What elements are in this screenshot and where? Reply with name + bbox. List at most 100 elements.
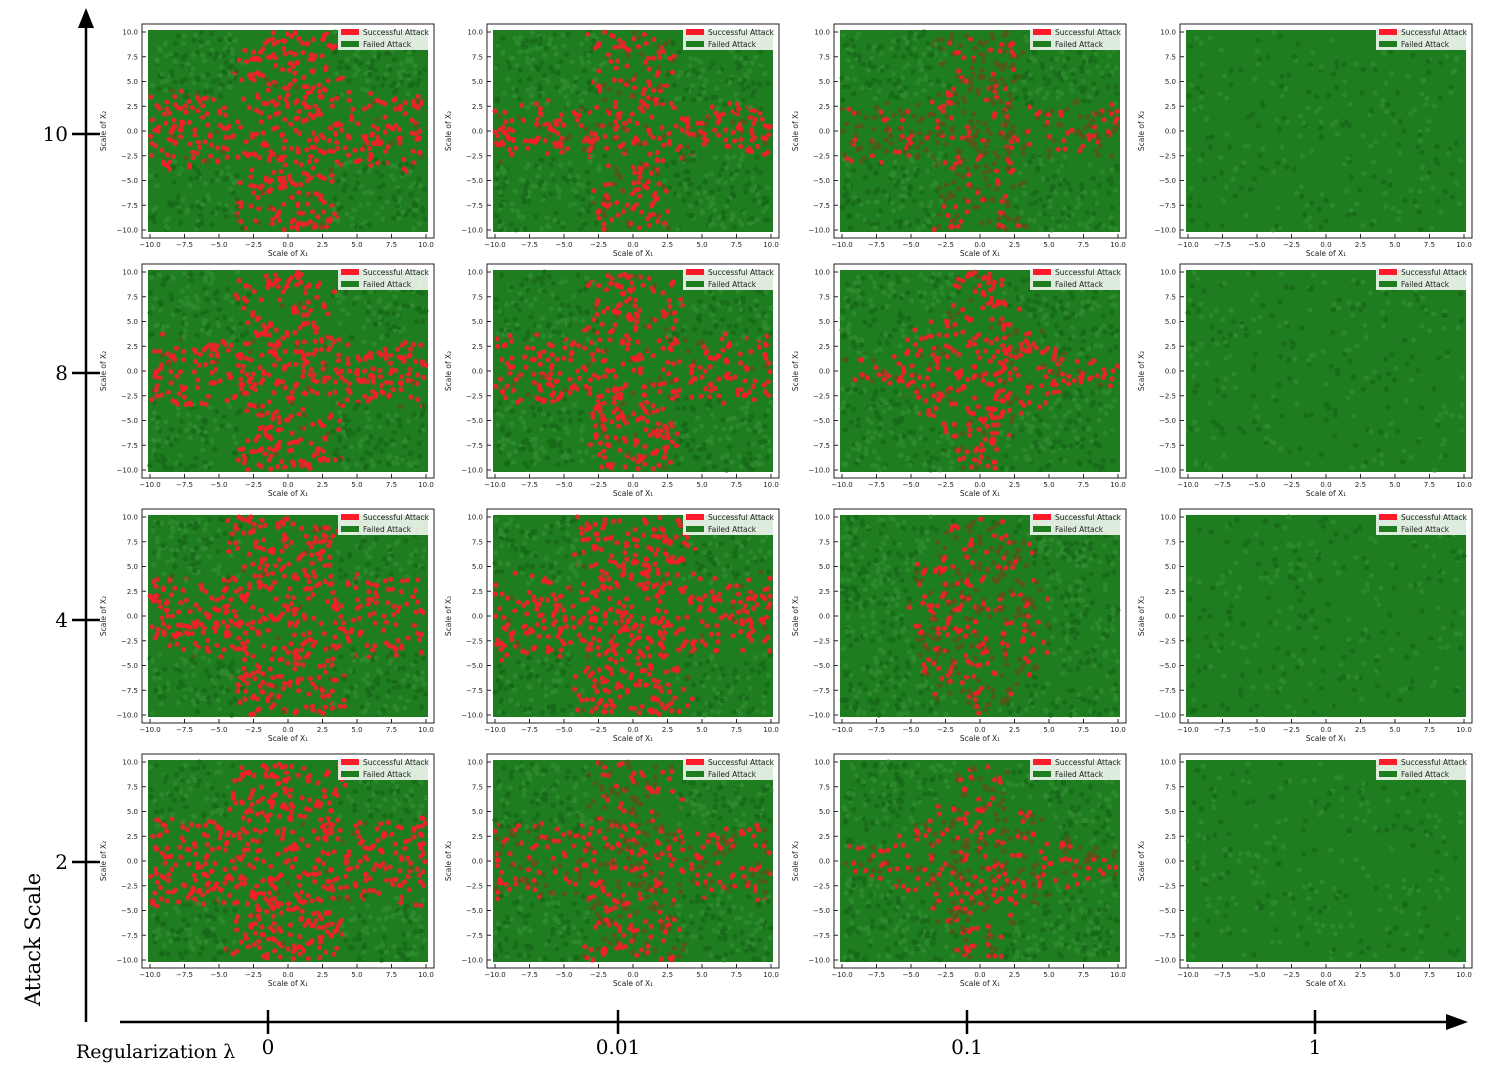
scatter-point xyxy=(888,133,894,139)
scatter-point xyxy=(596,167,602,173)
scatter-point xyxy=(872,95,878,102)
scatter-point xyxy=(158,301,164,307)
scatter-point xyxy=(320,366,326,372)
scatter-point xyxy=(195,384,201,391)
scatter-point xyxy=(953,50,959,56)
scatter-point xyxy=(701,131,708,137)
y-tick-label: −5.0 xyxy=(813,177,830,185)
scatter-point xyxy=(309,68,315,75)
scatter-point xyxy=(366,103,372,109)
scatter-point xyxy=(285,92,291,98)
scatter-point xyxy=(1047,204,1053,210)
scatter-point xyxy=(979,67,986,73)
scatter-point xyxy=(151,218,157,224)
scatter-point xyxy=(1001,32,1007,39)
scatter-point xyxy=(985,127,991,133)
scatter-point xyxy=(663,83,670,89)
scatter-point xyxy=(934,125,940,131)
scatter-point xyxy=(217,122,223,128)
scatter-point xyxy=(1062,146,1068,152)
scatter-point xyxy=(696,313,703,319)
scatter-point xyxy=(1066,181,1072,187)
scatter-point xyxy=(1001,49,1008,55)
scatter-point xyxy=(657,375,663,381)
scatter-point xyxy=(412,70,418,76)
scatter-point xyxy=(249,449,255,455)
scatter-point xyxy=(408,184,414,190)
y-tick-label: 10.0 xyxy=(1160,29,1176,37)
scatter-point xyxy=(326,391,332,397)
scatter-point xyxy=(374,169,380,175)
scatter-point xyxy=(198,221,204,227)
scatter-point xyxy=(346,78,352,84)
scatter-point xyxy=(1274,160,1281,166)
scatter-point xyxy=(925,168,931,174)
scatter-point xyxy=(602,454,608,461)
scatter-point xyxy=(1346,122,1352,129)
scatter-point xyxy=(691,359,697,365)
scatter-point xyxy=(890,38,897,44)
scatter-point xyxy=(354,461,360,468)
scatter-point xyxy=(155,124,162,130)
scatter-point xyxy=(609,276,615,282)
scatter-point xyxy=(186,162,192,168)
scatter-point xyxy=(503,119,509,125)
scatter-point xyxy=(310,377,316,383)
scatter-point xyxy=(525,392,531,398)
scatter-point xyxy=(354,371,361,377)
scatter-point xyxy=(274,379,280,385)
scatter-point xyxy=(928,199,935,205)
scatter-point xyxy=(613,134,619,140)
scatter-point xyxy=(641,31,648,37)
scatter-point xyxy=(596,375,602,381)
scatter-point xyxy=(1308,200,1315,206)
scatter-point xyxy=(225,164,231,170)
scatter-point xyxy=(330,428,336,434)
scatter-point xyxy=(239,225,245,231)
scatter-point xyxy=(948,101,954,107)
scatter-point xyxy=(630,456,636,462)
scatter-point xyxy=(1318,64,1324,70)
scatter-point xyxy=(1224,131,1230,138)
scatter-point xyxy=(869,153,876,159)
scatter-point xyxy=(577,211,583,217)
scatter-point xyxy=(181,270,187,276)
scatter-point xyxy=(538,387,544,393)
scatter-point xyxy=(417,183,423,189)
scatter-point xyxy=(673,443,680,449)
scatter-point xyxy=(518,372,524,378)
attack-scale-label: Attack Scale xyxy=(21,873,45,1007)
scatter-point xyxy=(936,223,942,229)
scatter-point xyxy=(1279,144,1285,150)
scatter-point xyxy=(671,310,678,316)
scatter-point xyxy=(697,299,703,305)
scatter-point xyxy=(623,438,629,444)
scatter-point xyxy=(668,420,674,427)
scatter-point xyxy=(193,455,199,461)
scatter-point xyxy=(633,202,640,208)
scatter-point xyxy=(326,148,332,154)
scatter-point xyxy=(1002,122,1009,128)
scatter-point xyxy=(228,317,234,323)
scatter-point xyxy=(288,145,294,151)
scatter-point xyxy=(281,46,287,52)
scatter-point xyxy=(768,400,774,406)
scatter-point xyxy=(1034,111,1040,117)
scatter-point xyxy=(556,395,562,401)
scatter-point xyxy=(711,464,718,470)
scatter-point xyxy=(716,398,722,404)
scatter-point xyxy=(297,220,303,226)
scatter-point xyxy=(391,442,397,448)
scatter-point xyxy=(733,91,739,97)
scatter-point xyxy=(990,100,996,106)
scatter-point xyxy=(278,154,284,160)
scatter-point xyxy=(313,158,319,164)
scatter-point xyxy=(707,330,714,336)
scatter-point xyxy=(727,376,734,382)
scatter-point xyxy=(709,189,715,195)
scatter-point xyxy=(1397,149,1403,155)
scatter-point xyxy=(154,58,160,64)
scatter-point xyxy=(1449,194,1455,200)
scatter-point xyxy=(234,269,241,275)
x-tick-label: 10.0 xyxy=(763,241,779,249)
